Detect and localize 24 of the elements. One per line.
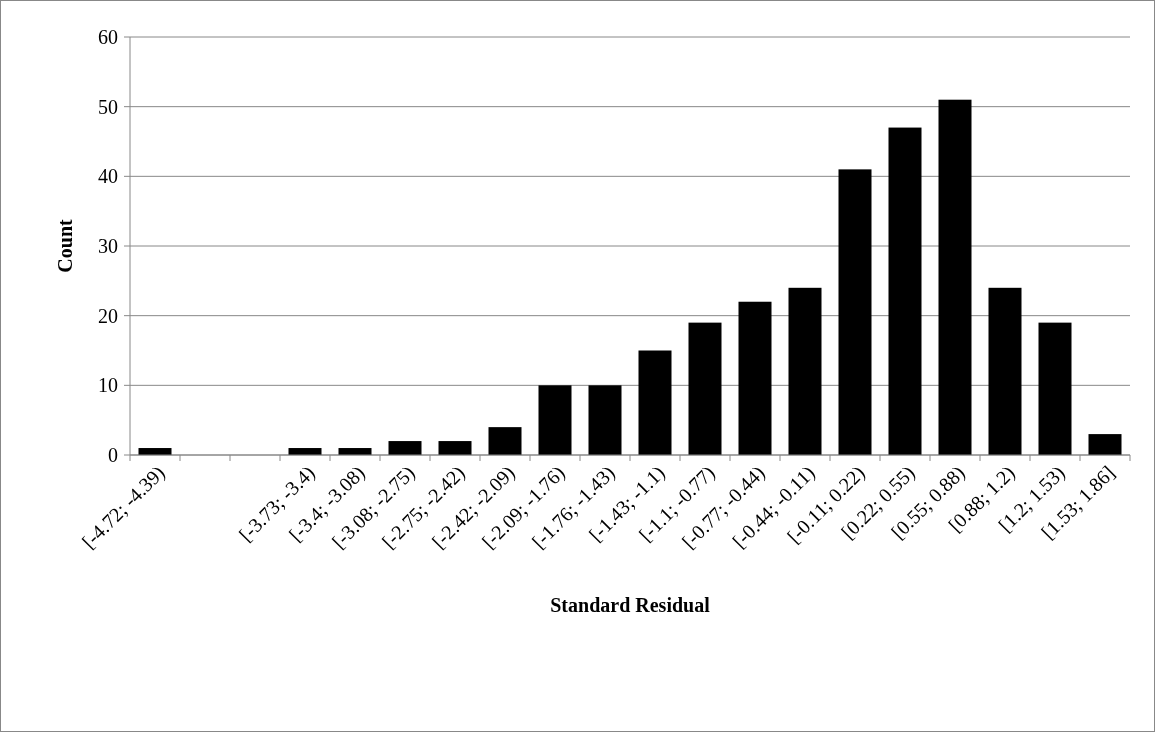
bar — [688, 322, 722, 455]
bar — [888, 127, 922, 455]
y-tick-label: 20 — [98, 304, 118, 327]
bar — [638, 350, 672, 455]
y-tick-label: 0 — [108, 444, 118, 466]
bar — [738, 301, 772, 455]
bar — [438, 441, 472, 455]
y-tick-label: 30 — [98, 235, 118, 257]
bar — [588, 385, 622, 455]
y-tick-label: 60 — [98, 26, 118, 48]
bar — [988, 287, 1022, 455]
bar — [488, 427, 522, 455]
bar — [538, 385, 572, 455]
bar — [1088, 434, 1122, 455]
bar — [788, 287, 822, 455]
x-axis-title: Standard Residual — [550, 594, 711, 616]
y-axis-title: Count — [54, 218, 76, 273]
bar — [1038, 322, 1072, 455]
y-tick-label: 40 — [98, 165, 118, 188]
bar — [388, 441, 422, 455]
bar — [838, 169, 872, 455]
y-tick-label: 10 — [98, 374, 118, 397]
bar — [938, 99, 972, 455]
y-tick-label: 50 — [98, 95, 118, 118]
